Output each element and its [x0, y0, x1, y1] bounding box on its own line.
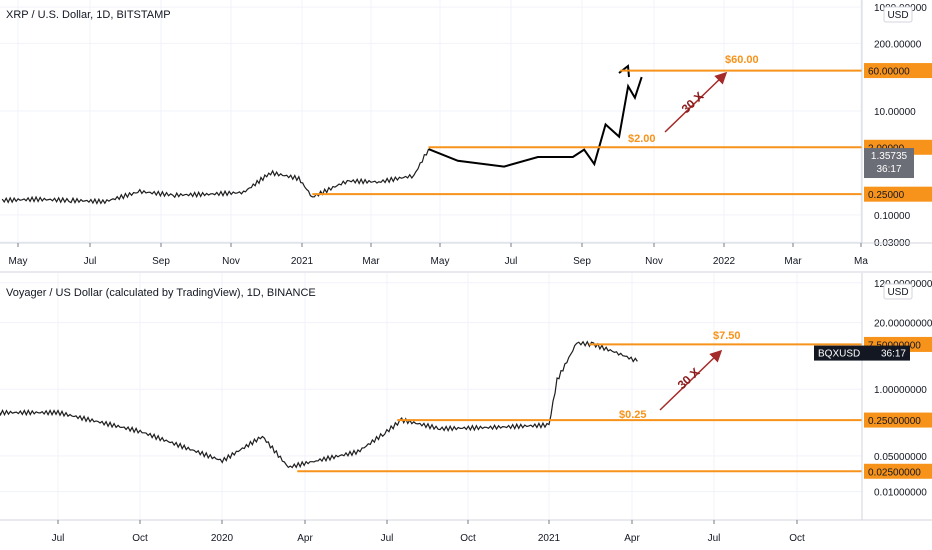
xrp-time-axis[interactable]: May Jul Sep Nov 2021 Mar May Jul Sep Nov 2022 Mar Ma — [9, 243, 869, 267]
level-price-label: 0.25000000 — [868, 416, 921, 427]
xrp-grid — [0, 0, 862, 243]
level-price-badge — [864, 463, 932, 479]
x-tick-label: Jul — [708, 533, 721, 544]
xrp-last-price-badge: 1.35735 36:17 — [864, 148, 914, 179]
x-tick-label: Apr — [297, 533, 313, 544]
x-tick-label: Mar — [784, 256, 802, 267]
bqx-price-series — [0, 340, 638, 469]
bqx-pane[interactable]: Voyager / US Dollar (calculated by Tradi… — [0, 273, 932, 520]
x-tick-label: Mar — [362, 256, 380, 267]
x-tick-label: Apr — [624, 533, 640, 544]
xrp-multiplier-arrow[interactable] — [664, 71, 728, 133]
x-tick-label: 2021 — [291, 256, 314, 267]
y-tick-label: 0.05000000 — [874, 452, 927, 463]
x-tick-label: Sep — [152, 256, 170, 267]
level-annotation: $2.00 — [628, 133, 656, 145]
x-tick-label: May — [9, 256, 28, 267]
projection-path[interactable] — [428, 76, 643, 168]
x-tick-label: Jul — [52, 533, 65, 544]
x-tick-label: May — [431, 256, 450, 267]
xrp-plot-area[interactable] — [0, 0, 862, 243]
x-tick-label: 2021 — [538, 533, 561, 544]
x-tick-label: Jul — [505, 256, 518, 267]
bqx-ticker: BQXUSD — [818, 349, 860, 360]
bqx-currency-badge[interactable]: USD — [883, 283, 913, 300]
level-annotation: $0.25 — [619, 409, 647, 421]
x-tick-label: Oct — [789, 533, 805, 544]
xrp-chart-title: XRP / U.S. Dollar, 1D, BITSTAMP — [6, 9, 171, 21]
x-tick-label: Oct — [460, 533, 476, 544]
y-tick-label: 20.00000000 — [874, 319, 932, 330]
bqx-time-axis[interactable]: Jul Oct 2020 Apr Jul Oct 2021 Apr Jul Oct — [52, 520, 805, 544]
x-tick-label: 2022 — [713, 256, 736, 267]
level-price-label: 60.00000 — [868, 67, 910, 78]
bqx-multiplier-arrow[interactable] — [659, 349, 723, 411]
bqx-ticker-badge: BQXUSD 36:17 — [814, 345, 910, 361]
xrp-currency-badge[interactable]: USD — [883, 6, 913, 23]
xrp-bar-countdown: 36:17 — [876, 164, 901, 175]
x-tick-label: Jul — [381, 533, 394, 544]
growth-arrow[interactable] — [659, 349, 723, 411]
x-tick-label: Oct — [132, 533, 148, 544]
xrp-level-lines[interactable]: 60.00000$60.002.00000$2.000.25000 — [312, 54, 932, 202]
x-tick-label: Jul — [84, 256, 97, 267]
bqx-bar-countdown: 36:17 — [881, 349, 906, 360]
bqx-plot-area[interactable] — [0, 273, 862, 520]
bqx-grid — [0, 273, 862, 520]
xrp-pane[interactable]: XRP / U.S. Dollar, 1D, BITSTAMP 60.00000… — [0, 0, 932, 249]
level-price-badge — [864, 186, 932, 202]
x-tick-label: Sep — [573, 256, 591, 267]
y-tick-label: 0.01000000 — [874, 488, 927, 499]
xrp-currency-label: USD — [887, 10, 908, 21]
xrp-last-price: 1.35735 — [871, 151, 908, 162]
level-annotation: $7.50 — [713, 330, 741, 342]
x-tick-label: 2020 — [211, 533, 234, 544]
growth-arrow[interactable] — [664, 71, 728, 133]
x-tick-label: Nov — [222, 256, 240, 267]
y-tick-label: 10.00000 — [874, 107, 916, 118]
price-line — [0, 340, 638, 469]
level-price-label: 0.25000 — [868, 190, 905, 201]
xrp-price-axis[interactable]: 1000.00000200.0000010.000000.100000.0300… — [874, 3, 927, 249]
level-price-badge — [864, 63, 932, 79]
x-tick-label: Ma — [854, 256, 868, 267]
x-tick-label: Nov — [645, 256, 663, 267]
level-price-label: 0.02500000 — [868, 467, 921, 478]
level-price-badge — [864, 412, 932, 428]
bqx-chart-title: Voyager / US Dollar (calculated by Tradi… — [6, 287, 316, 299]
y-tick-label: 1.00000000 — [874, 385, 927, 396]
price-line — [1, 148, 430, 205]
y-tick-label: 0.10000 — [874, 211, 911, 222]
y-tick-label: 200.00000 — [874, 39, 922, 50]
level-annotation: $60.00 — [725, 54, 759, 66]
bqx-currency-label: USD — [887, 287, 908, 298]
